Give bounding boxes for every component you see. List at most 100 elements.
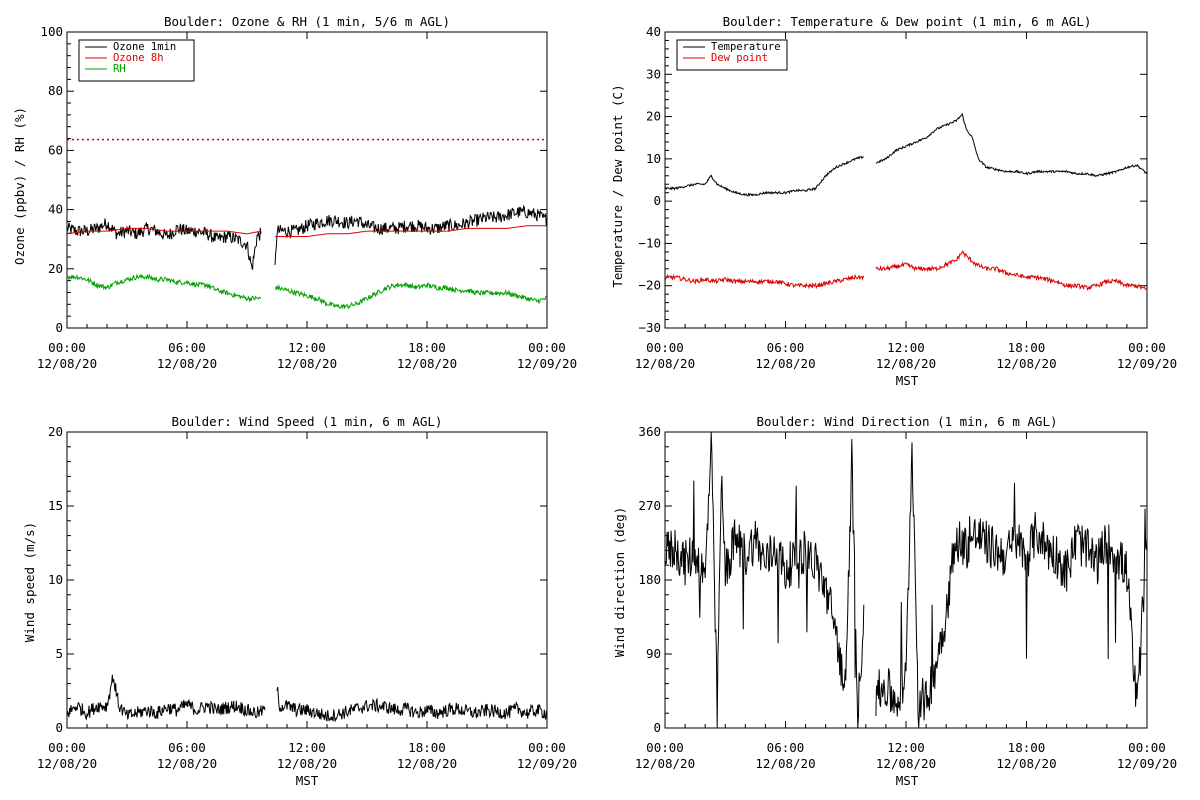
legend-label: Ozone 8h: [113, 52, 164, 64]
x-tick-date: 12/08/20: [876, 356, 936, 371]
y-tick-label: 40: [48, 202, 63, 217]
y-axis-label: Wind speed (m/s): [22, 522, 37, 642]
x-tick-time: 06:00: [767, 740, 805, 755]
series-line-ozone-8h: [67, 227, 262, 235]
x-tick-time: 18:00: [1008, 340, 1046, 355]
legend-box: [676, 39, 788, 71]
x-tick-time: 12:00: [887, 740, 925, 755]
y-tick-label: 80: [48, 83, 63, 98]
y-tick-label: −30: [638, 320, 661, 335]
chart-0: 02040608010000:0012/08/2006:0012/08/2012…: [37, 24, 577, 371]
series-line-value: [665, 432, 865, 728]
x-tick-date: 12/08/20: [277, 756, 337, 771]
series-line-value: [67, 674, 266, 721]
y-tick-label: 0: [55, 320, 63, 335]
series-line-dew-point: [875, 249, 1147, 291]
x-tick-date: 12/09/20: [517, 756, 577, 771]
legend-label: RH: [113, 63, 126, 75]
series-line-temperature: [665, 155, 864, 197]
y-tick-label: −10: [638, 235, 661, 250]
x-tick-time: 00:00: [1128, 740, 1166, 755]
series-line-rh: [274, 281, 547, 310]
x-tick-time: 00:00: [528, 740, 566, 755]
x-tick-time: 06:00: [767, 340, 805, 355]
x-tick-time: 00:00: [646, 740, 684, 755]
x-tick-date: 12/08/20: [755, 356, 815, 371]
x-tick-time: 18:00: [408, 340, 446, 355]
y-tick-label: 100: [40, 24, 63, 39]
panel-ozone-rh: Boulder: Ozone & RH (1 min, 5/6 m AGL) O…: [12, 14, 450, 265]
x-tick-date: 12/08/20: [876, 756, 936, 771]
x-tick-time: 12:00: [887, 340, 925, 355]
y-tick-label: 20: [48, 261, 63, 276]
panel-wind-speed: Boulder: Wind Speed (1 min, 6 m AGL) Win…: [22, 414, 442, 788]
y-tick-label: 40: [646, 24, 661, 39]
y-tick-label: 270: [638, 498, 661, 513]
plot-frame: [664, 431, 1148, 729]
x-tick-time: 00:00: [646, 340, 684, 355]
series-line-temperature: [875, 112, 1147, 177]
y-tick-label: 0: [653, 193, 661, 208]
y-tick-label: 10: [48, 572, 63, 587]
x-tick-time: 00:00: [48, 740, 86, 755]
x-tick-date: 12/08/20: [755, 756, 815, 771]
x-tick-date: 12/08/20: [157, 356, 217, 371]
x-tick-time: 06:00: [168, 740, 206, 755]
y-tick-label: 60: [48, 142, 63, 157]
series-line-ozone-1min: [67, 218, 262, 270]
x-tick-date: 12/09/20: [1117, 756, 1177, 771]
y-axis-label: Temperature / Dew point (C): [610, 84, 625, 287]
x-tick-date: 12/08/20: [37, 756, 97, 771]
x-tick-time: 00:00: [1128, 340, 1166, 355]
y-axis-label: Wind direction (deg): [612, 507, 627, 658]
x-tick-time: 18:00: [1008, 740, 1046, 755]
panel-wind-direction: Boulder: Wind Direction (1 min, 6 m AGL)…: [612, 414, 1058, 788]
x-tick-date: 12/08/20: [635, 756, 695, 771]
chart-title: Boulder: Wind Direction (1 min, 6 m AGL): [756, 414, 1057, 429]
series-line-ozone-8h: [275, 225, 547, 237]
panel-temperature-dewpoint: Boulder: Temperature & Dew point (1 min,…: [610, 14, 1091, 388]
chart-title: Boulder: Ozone & RH (1 min, 5/6 m AGL): [164, 14, 450, 29]
legend-label: Dew point: [711, 52, 768, 64]
plot-frame: [66, 431, 548, 729]
x-tick-time: 18:00: [408, 740, 446, 755]
chart-title: Boulder: Wind Speed (1 min, 6 m AGL): [172, 414, 443, 429]
y-tick-label: 90: [646, 646, 661, 661]
x-tick-time: 12:00: [288, 740, 326, 755]
x-tick-date: 12/08/20: [157, 756, 217, 771]
x-axis-label: MST: [896, 373, 919, 388]
y-tick-label: 15: [48, 498, 63, 513]
y-tick-label: 360: [638, 424, 661, 439]
x-tick-date: 12/08/20: [397, 756, 457, 771]
x-tick-date: 12/08/20: [277, 356, 337, 371]
x-tick-date: 12/08/20: [37, 356, 97, 371]
x-tick-date: 12/08/20: [996, 756, 1056, 771]
y-tick-label: 180: [638, 572, 661, 587]
chart-title: Boulder: Temperature & Dew point (1 min,…: [723, 14, 1092, 29]
x-tick-time: 00:00: [48, 340, 86, 355]
x-tick-time: 12:00: [288, 340, 326, 355]
chart-1: −30−20−1001020304000:0012/08/2006:0012/0…: [635, 24, 1177, 371]
x-tick-date: 12/09/20: [517, 356, 577, 371]
x-axis-label: MST: [896, 773, 919, 788]
x-tick-date: 12/08/20: [996, 356, 1056, 371]
x-tick-time: 06:00: [168, 340, 206, 355]
legend-label: Ozone 1min: [113, 41, 176, 53]
legend-label: Temperature: [711, 41, 781, 53]
series-line-value: [276, 686, 547, 722]
series-line-rh: [67, 273, 262, 303]
x-tick-time: 00:00: [528, 340, 566, 355]
chart-3: 09018027036000:0012/08/2006:0012/08/2012…: [635, 424, 1177, 771]
chart-2: 0510152000:0012/08/2006:0012/08/2012:001…: [37, 424, 577, 771]
y-tick-label: 0: [653, 720, 661, 735]
y-tick-label: 30: [646, 66, 661, 81]
series-line-value: [875, 442, 1147, 728]
y-tick-label: 10: [646, 151, 661, 166]
y-tick-label: 20: [48, 424, 63, 439]
x-axis-label: MST: [296, 773, 319, 788]
y-tick-label: 5: [55, 646, 63, 661]
y-tick-label: −20: [638, 278, 661, 293]
x-tick-date: 12/08/20: [397, 356, 457, 371]
y-tick-label: 0: [55, 720, 63, 735]
